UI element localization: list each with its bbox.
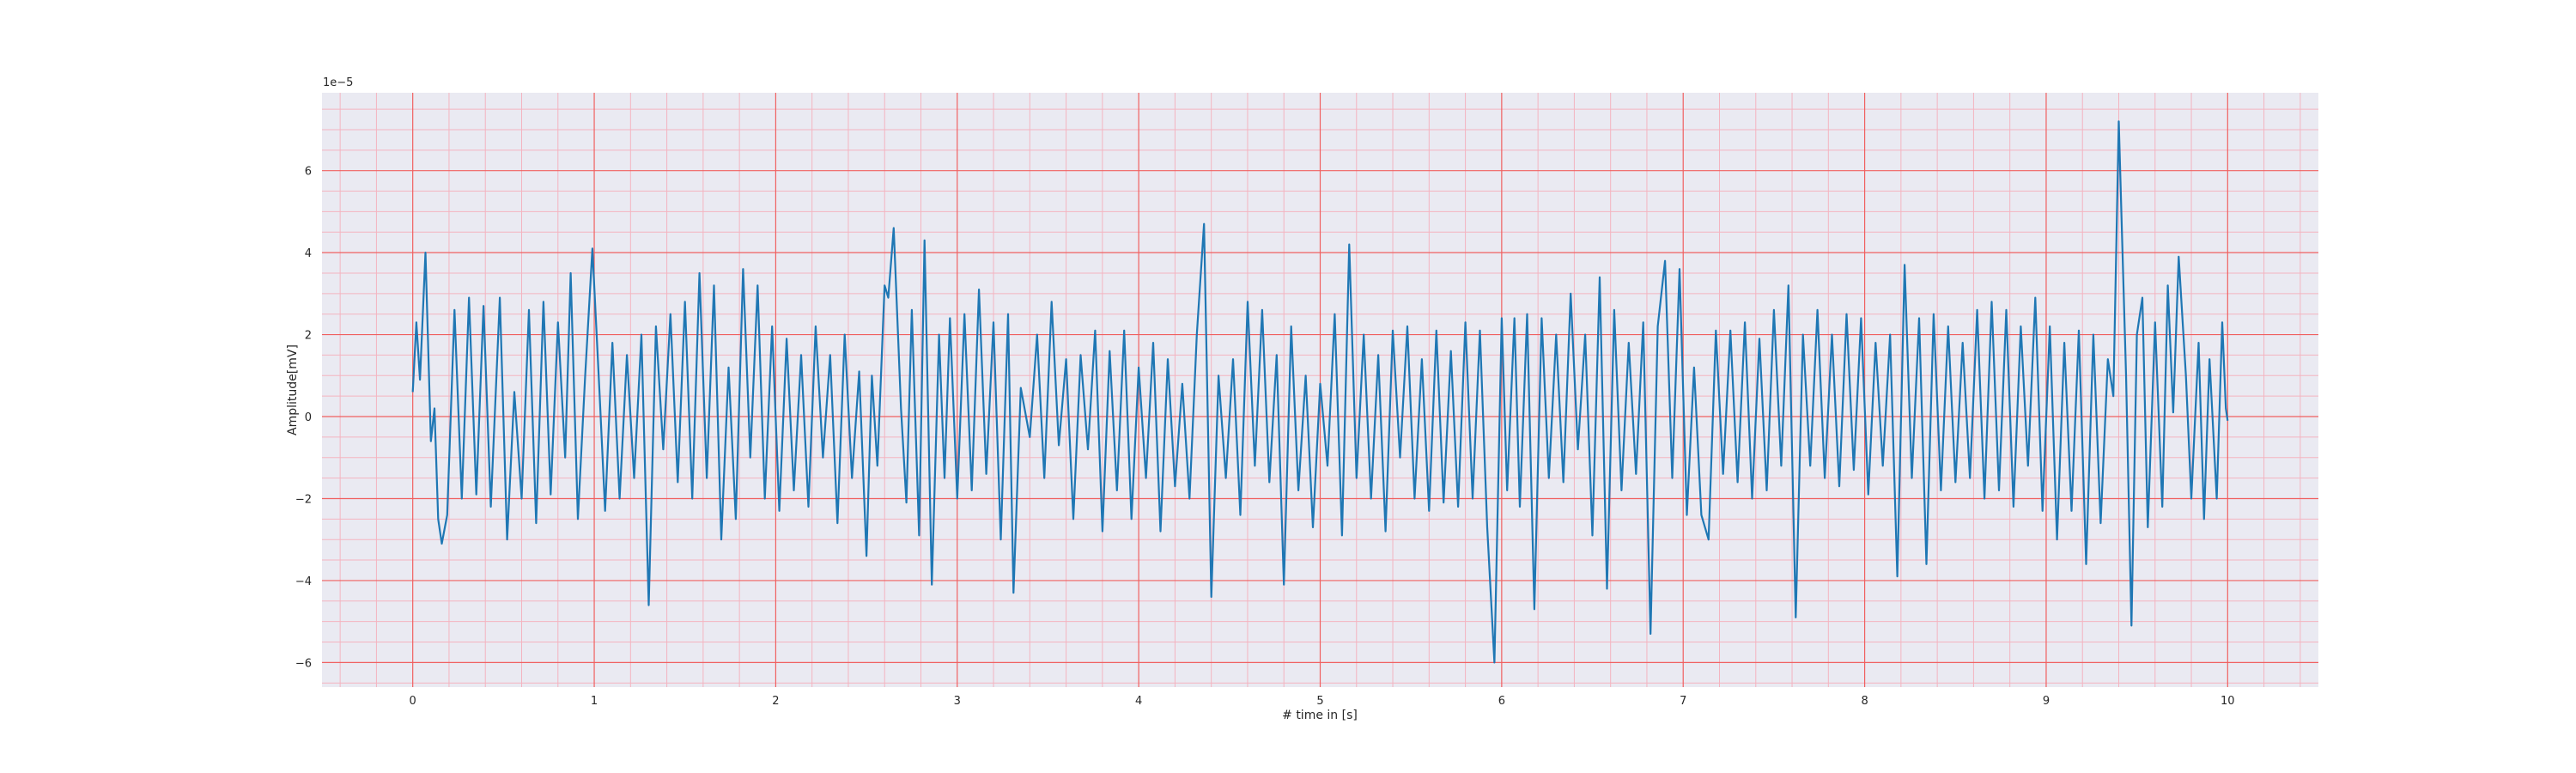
x-tick-label: 3 <box>954 695 961 708</box>
y-tick-label: −2 <box>295 493 312 506</box>
x-tick-label: 5 <box>1316 695 1323 708</box>
signal-series-line <box>411 120 2229 664</box>
x-tick-label: 9 <box>2043 695 2050 708</box>
y-axis-ticks: −6 −4 −2 0 2 4 6 <box>295 166 312 671</box>
x-tick-label: 6 <box>1498 695 1505 708</box>
x-axis-label: # time in [s] <box>1282 709 1358 722</box>
y-tick-label: 6 <box>305 166 312 179</box>
y-tick-label: 4 <box>305 247 312 260</box>
x-tick-label: 10 <box>2221 695 2235 708</box>
y-tick-label: 0 <box>305 411 312 424</box>
y-axis-label: Amplitude[mV] <box>286 344 300 435</box>
y-tick-label: −4 <box>295 575 312 588</box>
x-tick-label: 8 <box>1861 695 1868 708</box>
x-tick-label: 0 <box>410 695 416 708</box>
x-axis-ticks: 0 1 2 3 4 5 6 7 8 9 10 <box>410 695 2235 708</box>
x-tick-label: 4 <box>1135 695 1142 708</box>
x-tick-label: 1 <box>591 695 598 708</box>
y-tick-label: −6 <box>295 657 312 670</box>
y-axis-offset-label: 1e−5 <box>323 76 353 89</box>
x-tick-label: 7 <box>1680 695 1686 708</box>
x-tick-label: 2 <box>772 695 779 708</box>
y-tick-label: 2 <box>305 330 312 343</box>
